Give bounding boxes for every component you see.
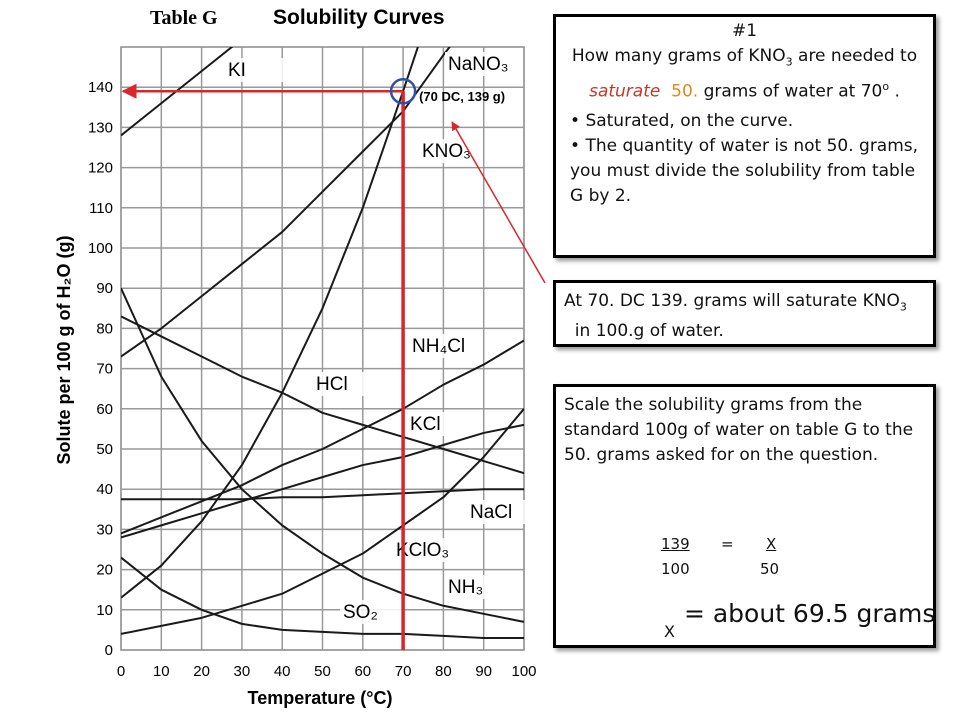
solubility-curve (121, 488, 524, 501)
curve-label: SO₂ (343, 602, 378, 623)
solubility-curve (121, 47, 451, 358)
x-axis-label: Temperature (°C) (248, 688, 393, 708)
emphasis: saturate (589, 82, 661, 103)
curve-label: NaNO₃ (448, 54, 509, 75)
question-text: How many grams of KNO (571, 46, 786, 66)
label-bg (313, 372, 375, 396)
fraction-part: 100 (661, 560, 690, 578)
curve-label: NH₄Cl (412, 336, 465, 357)
fact-box: At 70. DC 139. grams will saturate KNO3 … (553, 280, 936, 347)
fraction-part: X (766, 535, 777, 553)
curve-label: HCl (316, 374, 348, 395)
question-text: grams of water at 70 (698, 82, 883, 103)
solubility-curve (121, 423, 524, 539)
y-tick-label: 40 (96, 481, 113, 498)
subscript: 3 (785, 55, 793, 69)
label-bg (340, 600, 402, 624)
y-tick-label: 90 (96, 280, 113, 297)
bullets: Saturated, on the curve. The quantity of… (560, 109, 929, 209)
x-tick-label: 60 (354, 663, 371, 680)
y-tick-label: 20 (96, 562, 113, 579)
superscript: o (882, 80, 890, 94)
y-tick-label: 10 (96, 602, 113, 619)
curve-label: KCl (410, 414, 441, 435)
label-bg (445, 52, 507, 76)
bullet: Saturated, on the curve. (570, 109, 929, 134)
fraction-part: 50 (760, 560, 780, 578)
label-bg (419, 139, 481, 163)
solubility-curve (121, 408, 524, 635)
answer-variable: X (664, 622, 675, 641)
y-tick-label: 50 (96, 441, 113, 458)
x-tick-label: 90 (475, 663, 492, 680)
solubility-curve (121, 315, 524, 475)
y-tick-label: 140 (88, 79, 113, 96)
curve-label: NaCl (470, 502, 512, 523)
question-text: are needed to (792, 46, 918, 66)
curve-label: KNO₃ (422, 141, 471, 162)
y-tick-label: 70 (96, 361, 113, 378)
x-tick-label: 100 (511, 663, 536, 680)
curve-label: KI (228, 60, 246, 81)
solubility-curve (121, 47, 419, 599)
scale-text: Scale the solubility grams from the stan… (564, 395, 914, 465)
table-label: Table G (150, 7, 218, 29)
label-bg (445, 575, 507, 599)
emphasis: 50. (660, 82, 699, 103)
y-tick-label: 60 (96, 401, 113, 418)
pointer-arrow (451, 121, 546, 284)
y-tick-label: 110 (89, 200, 113, 217)
solubility-curve (121, 339, 524, 535)
question-text: . (889, 82, 900, 103)
x-tick-label: 40 (274, 663, 291, 680)
bullet: The quantity of water is not 50. grams, … (570, 134, 929, 209)
label-bg (225, 58, 287, 82)
y-tick-label: 30 (96, 521, 113, 538)
fraction-part: = (721, 535, 734, 553)
label-bg (407, 412, 469, 436)
curve-label: NH₃ (448, 577, 483, 598)
y-axis-label: Solute per 100 g of H₂O (g) (54, 235, 74, 464)
question-number: #1 (731, 21, 758, 41)
y-tick-label: 0 (105, 642, 113, 659)
y-tick-label: 80 (96, 320, 113, 337)
y-tick-label: 120 (88, 160, 113, 177)
chart-title: Solubility Curves (273, 6, 445, 29)
x-tick-label: 80 (435, 663, 452, 680)
x-tick-label: 0 (117, 663, 125, 680)
answer: = about 69.5 grams (676, 599, 936, 628)
scale-box: Scale the solubility grams from the stan… (553, 384, 936, 648)
x-tick-label: 30 (234, 663, 251, 680)
highlight-label: (70 DC, 139 g) (419, 89, 505, 104)
label-bg (409, 334, 471, 358)
x-tick-label: 10 (153, 663, 170, 680)
label-bg (467, 500, 529, 524)
question-box: #1 How many grams of KNO3 are needed to … (553, 14, 936, 258)
x-tick-label: 70 (395, 663, 412, 680)
solubility-curve (121, 47, 234, 137)
solubility-curve (121, 287, 524, 623)
fact-text: in 100.g of water. (564, 321, 724, 342)
y-tick-label: 130 (88, 119, 113, 136)
highlight-point (389, 77, 417, 105)
fraction-part: 139 (661, 535, 690, 553)
y-tick-label: 100 (88, 240, 113, 257)
x-tick-label: 50 (314, 663, 331, 680)
x-tick-label: 20 (193, 663, 210, 680)
subscript: 3 (899, 300, 907, 314)
curve-label: KClO₃ (396, 540, 449, 561)
solubility-curve (121, 556, 524, 639)
fact-text: At 70. DC 139. grams will saturate KNO (564, 291, 900, 311)
